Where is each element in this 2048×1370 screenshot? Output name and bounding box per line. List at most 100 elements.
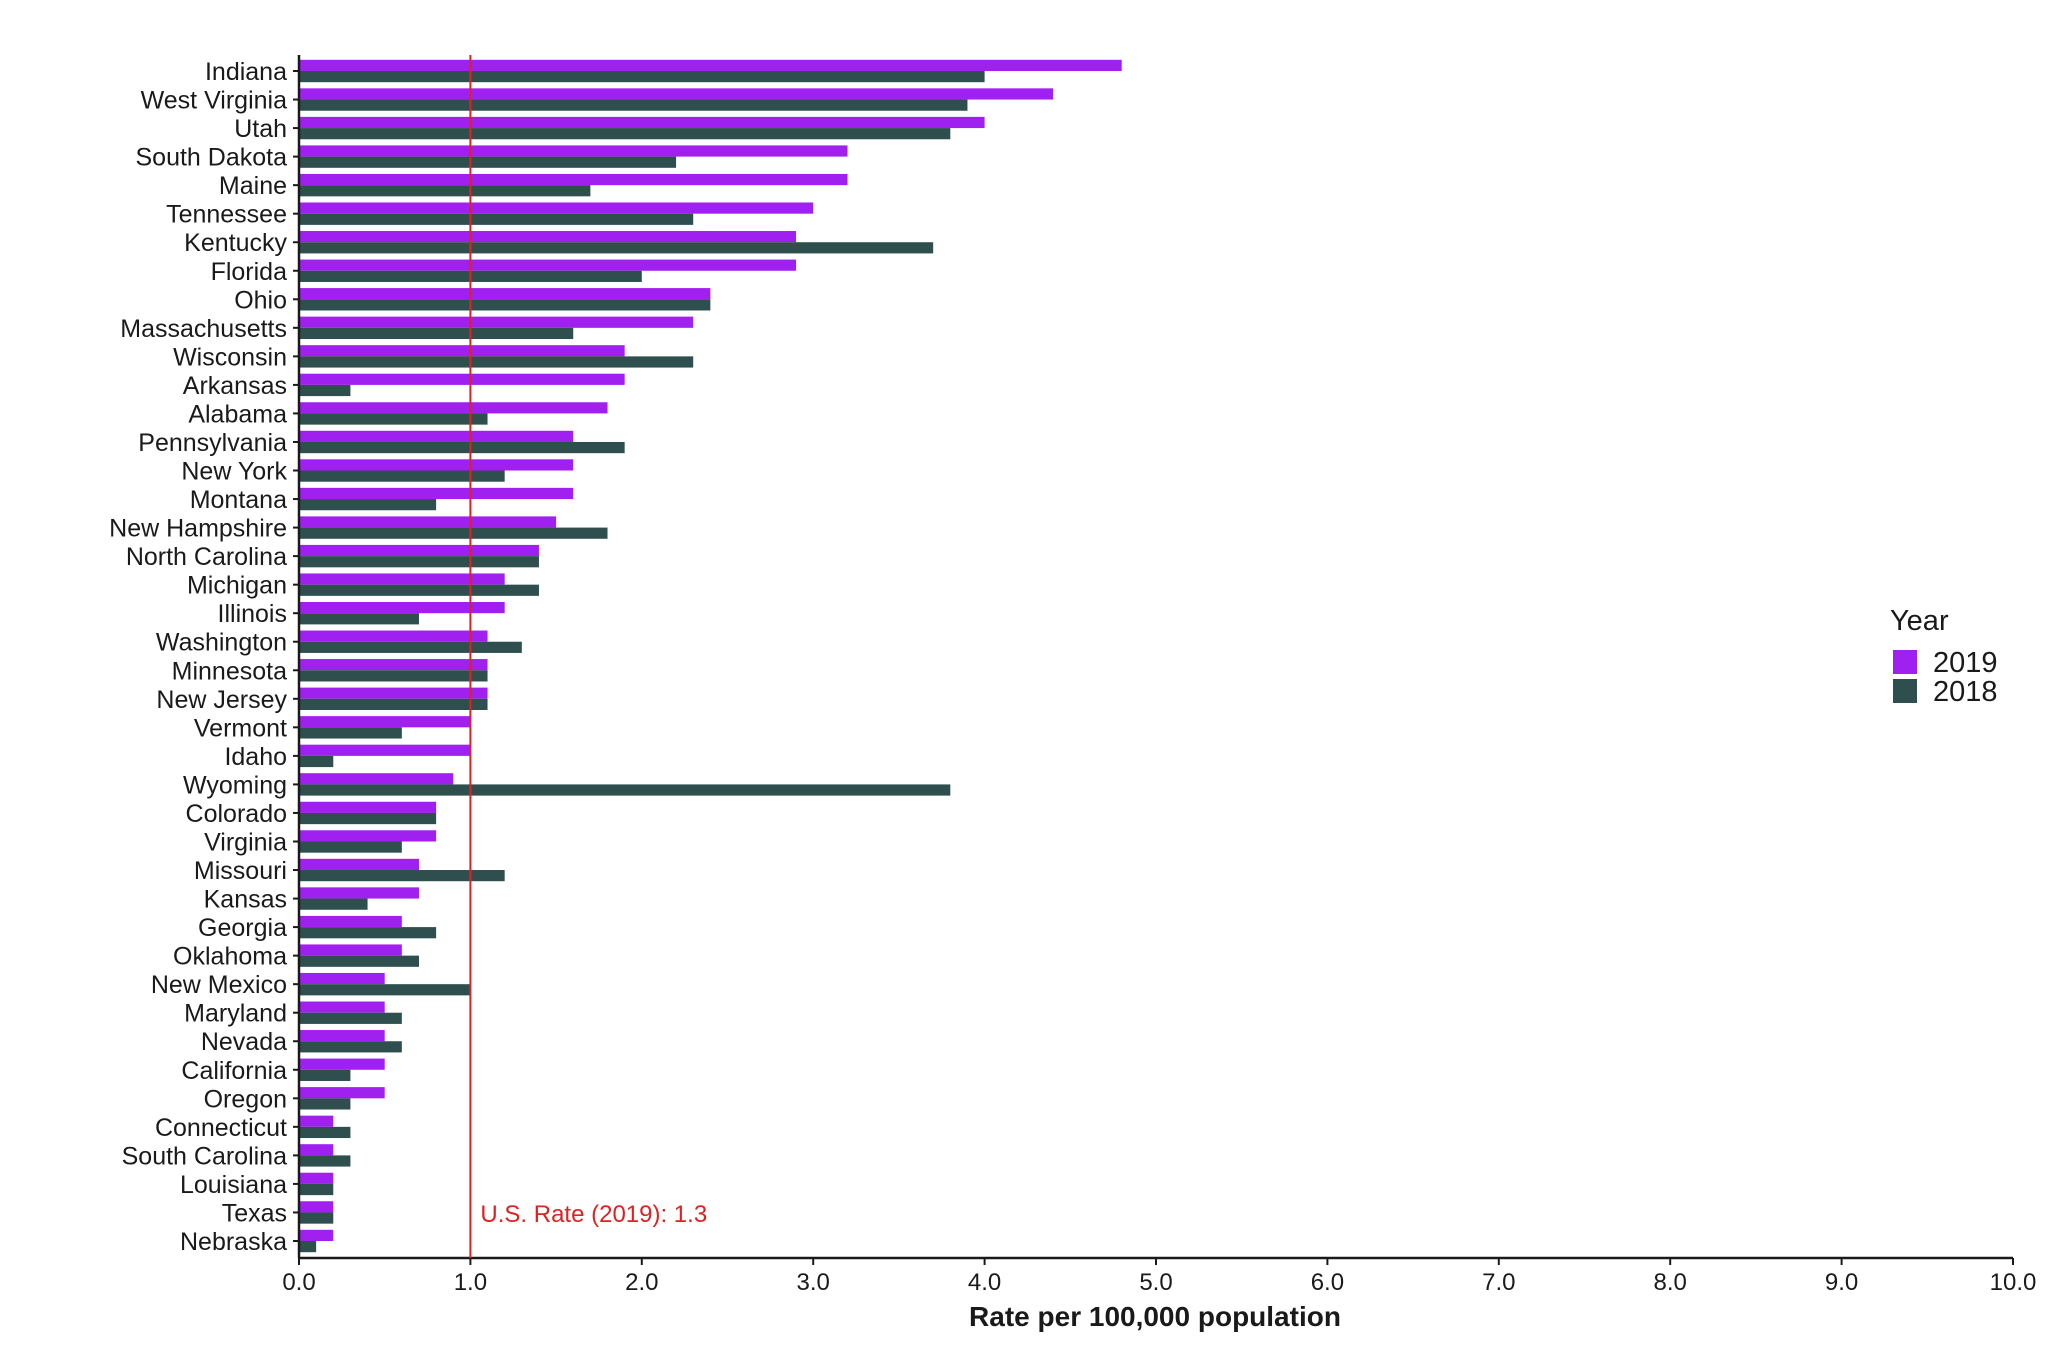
bar-2018-washington bbox=[299, 641, 522, 653]
bar-2019-nevada bbox=[299, 1030, 385, 1042]
bar-2019-new-jersey bbox=[299, 687, 488, 699]
state-label: Kentucky bbox=[184, 229, 287, 257]
bar-2019-wisconsin bbox=[299, 345, 625, 357]
state-label: Oregon bbox=[204, 1085, 287, 1113]
bar-2018-arkansas bbox=[299, 384, 351, 397]
x-tick-label: 8.0 bbox=[1654, 1269, 1687, 1296]
bar-2019-nebraska bbox=[299, 1229, 334, 1241]
bar-2018-georgia bbox=[299, 927, 437, 939]
bar-2018-maine bbox=[299, 185, 591, 197]
bar-2019-texas bbox=[299, 1201, 334, 1213]
reference-line-label: U.S. Rate (2019): 1.3 bbox=[480, 1201, 707, 1228]
bar-2018-oregon bbox=[299, 1098, 351, 1110]
bar-2019-massachusetts bbox=[299, 316, 694, 328]
state-label: Tennessee bbox=[166, 201, 287, 229]
bar-2018-utah bbox=[299, 128, 951, 140]
state-label: West Virginia bbox=[141, 87, 287, 115]
bar-2019-tennessee bbox=[299, 202, 814, 214]
bar-2019-california bbox=[299, 1058, 385, 1070]
bar-2019-idaho bbox=[299, 744, 471, 756]
bar-2018-vermont bbox=[299, 727, 402, 739]
bar-2018-illinois bbox=[299, 613, 419, 625]
bar-2019-indiana bbox=[299, 59, 1122, 71]
bar-2018-new-york bbox=[299, 470, 505, 482]
state-label: Nebraska bbox=[180, 1228, 287, 1256]
bar-2019-south-dakota bbox=[299, 145, 848, 157]
bar-2019-connecticut bbox=[299, 1115, 334, 1127]
state-label: Texas bbox=[222, 1199, 287, 1227]
bar-2019-washington bbox=[299, 630, 488, 642]
bar-2019-new-mexico bbox=[299, 972, 385, 985]
bar-2018-new-hampshire bbox=[299, 527, 608, 539]
bar-2019-missouri bbox=[299, 858, 419, 871]
legend-swatch-2018 bbox=[1893, 679, 1917, 703]
bar-2019-arkansas bbox=[299, 373, 625, 385]
bar-2019-georgia bbox=[299, 915, 402, 928]
state-label: Wisconsin bbox=[173, 343, 287, 371]
bar-2019-pennsylvania bbox=[299, 430, 574, 442]
bar-2019-oklahoma bbox=[299, 944, 402, 956]
bar-2018-west-virginia bbox=[299, 99, 968, 111]
state-label: Montana bbox=[190, 486, 287, 514]
bar-2018-tennessee bbox=[299, 213, 694, 225]
x-tick-label: 9.0 bbox=[1825, 1269, 1858, 1296]
reference-line-group: U.S. Rate (2019): 1.3 bbox=[469, 55, 707, 1258]
bar-2018-new-mexico bbox=[299, 984, 471, 996]
x-tick-label: 4.0 bbox=[968, 1269, 1001, 1296]
axes: 0.0 1.0 2.0 3.0 4.0 5.0 6.0 7.0 8.0 9.0 10.0 Rate p… bbox=[282, 55, 2036, 1332]
state-label: Massachusetts bbox=[120, 315, 287, 343]
state-label: Florida bbox=[211, 258, 288, 286]
state-label: Wyoming bbox=[183, 771, 287, 799]
state-label: South Carolina bbox=[122, 1142, 287, 1170]
state-label: Louisiana bbox=[180, 1171, 287, 1199]
state-label: Colorado bbox=[186, 800, 287, 828]
state-label: Maryland bbox=[184, 1000, 287, 1028]
state-label: Washington bbox=[156, 629, 287, 657]
bar-2019-michigan bbox=[299, 573, 505, 585]
bar-2019-wyoming bbox=[299, 773, 454, 785]
state-label: Ohio bbox=[234, 286, 287, 314]
bar-2019-florida bbox=[299, 259, 797, 271]
bar-2019-north-carolina bbox=[299, 544, 539, 557]
bar-2019-ohio bbox=[299, 288, 711, 300]
state-label: Utah bbox=[234, 115, 287, 143]
bar-2018-alabama bbox=[299, 413, 488, 425]
bar-2019-oregon bbox=[299, 1087, 385, 1099]
x-axis-title: Rate per 100,000 population bbox=[969, 1301, 1341, 1332]
bar-2019-south-carolina bbox=[299, 1144, 334, 1156]
state-label: Idaho bbox=[224, 743, 287, 771]
bar-2019-maryland bbox=[299, 1001, 385, 1013]
state-label: Missouri bbox=[194, 857, 287, 885]
bar-2018-ohio bbox=[299, 299, 711, 311]
bar-2019-vermont bbox=[299, 716, 471, 728]
legend-label-2019: 2019 bbox=[1933, 647, 1998, 679]
bar-2018-virginia bbox=[299, 841, 402, 853]
bar-2019-montana bbox=[299, 487, 574, 500]
bar-2018-maryland bbox=[299, 1012, 402, 1024]
bar-2018-pennsylvania bbox=[299, 441, 625, 454]
bar-2018-michigan bbox=[299, 584, 539, 596]
bar-2018-wyoming bbox=[299, 784, 951, 796]
bar-2019-minnesota bbox=[299, 659, 488, 671]
bar-2019-utah bbox=[299, 116, 985, 129]
bar-2018-wisconsin bbox=[299, 356, 694, 368]
x-tick-label: 6.0 bbox=[1311, 1269, 1344, 1296]
state-label: Alabama bbox=[188, 400, 287, 428]
x-tick-label: 1.0 bbox=[454, 1269, 487, 1296]
bar-2018-montana bbox=[299, 499, 437, 511]
bar-2018-missouri bbox=[299, 870, 505, 882]
bar-2019-illinois bbox=[299, 602, 505, 614]
state-label: Michigan bbox=[187, 572, 287, 600]
bar-2018-kentucky bbox=[299, 242, 934, 254]
state-label: Oklahoma bbox=[173, 943, 287, 971]
bar-2018-louisiana bbox=[299, 1183, 334, 1196]
state-label: Virginia bbox=[204, 828, 287, 856]
bar-2018-nevada bbox=[299, 1041, 402, 1053]
x-tick-label: 3.0 bbox=[797, 1269, 830, 1296]
bar-2018-kansas bbox=[299, 898, 368, 910]
state-label: Maine bbox=[219, 172, 287, 200]
bar-2019-new-york bbox=[299, 459, 574, 471]
bar-2019-alabama bbox=[299, 402, 608, 414]
